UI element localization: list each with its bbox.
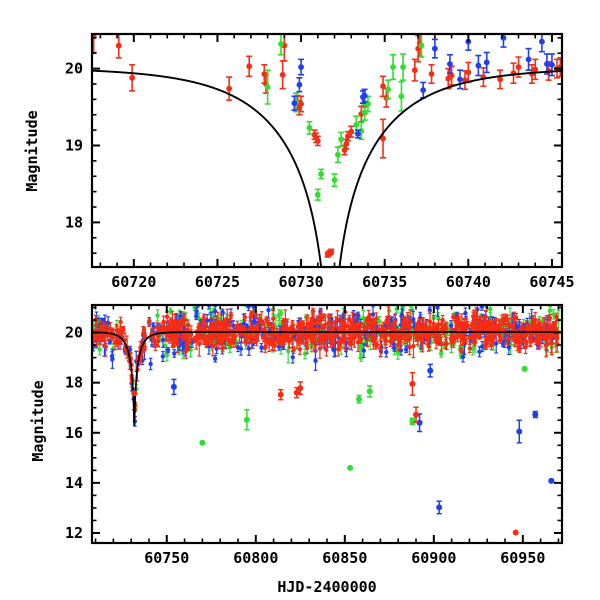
svg-text:60720: 60720 — [111, 273, 156, 291]
svg-text:60730: 60730 — [278, 273, 323, 291]
svg-text:60735: 60735 — [362, 273, 407, 291]
bottom-panel: 60750 60800 60850 60900 60950 12 14 16 18 20 — [0, 300, 600, 600]
svg-text:18: 18 — [65, 213, 83, 231]
svg-text:60740: 60740 — [446, 273, 491, 291]
svg-text:60745: 60745 — [529, 273, 574, 291]
top-panel-plot: 60720 60725 60730 60735 60740 60745 18 19 20 — [65, 32, 575, 291]
bottom-panel-x-axis-label: HJD-2400000 — [277, 578, 377, 596]
svg-text:60725: 60725 — [195, 273, 240, 291]
top-panel: 60720 60725 60730 60735 60740 60745 18 19 20 — [65, 32, 575, 291]
svg-text:19: 19 — [65, 137, 83, 155]
svg-text:20: 20 — [65, 60, 83, 78]
